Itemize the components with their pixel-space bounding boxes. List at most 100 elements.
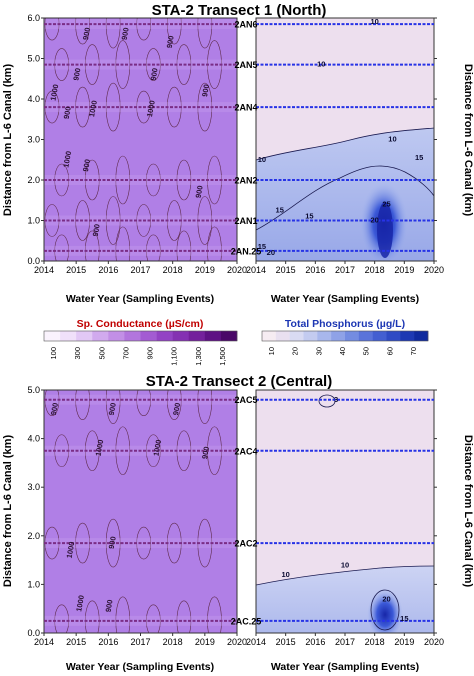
station-label: 2AC5 xyxy=(234,395,257,405)
colorbar-tick-label: 70 xyxy=(409,347,418,355)
contour-label: 20 xyxy=(382,594,390,603)
y-tick-label: 2.0 xyxy=(27,531,40,541)
contour-label: 1000 xyxy=(61,150,73,168)
x-tick-label: 2018 xyxy=(365,265,385,275)
spcond-contour-loop xyxy=(146,234,161,261)
x-tick-label: 2014 xyxy=(246,265,266,275)
x-tick-label: 2018 xyxy=(163,637,183,647)
x-tick-label: 2017 xyxy=(335,265,355,275)
y-tick-label: 4.0 xyxy=(27,434,40,444)
contour-label: 900 xyxy=(165,35,176,49)
y-tick-label: 0.0 xyxy=(27,628,40,638)
t2-right-ylabel: Distance from L-6 Canal (km) xyxy=(462,435,474,588)
colorbar-tick-label: 10 xyxy=(267,347,276,355)
contour-label: 3 xyxy=(334,395,338,404)
contour-label: 900 xyxy=(194,185,205,199)
contour-label: 15 xyxy=(276,205,284,214)
y-tick-label: 4.0 xyxy=(27,94,40,104)
contour-label: 15 xyxy=(305,211,313,220)
y-tick-label: 1.0 xyxy=(27,216,40,226)
colorbar-tick-label: 20 xyxy=(291,347,300,355)
contour-label: 900 xyxy=(71,67,82,81)
x-tick-label: 2015 xyxy=(66,265,86,275)
t1-tp-panel xyxy=(255,17,435,262)
colorbar-swatch xyxy=(331,331,346,341)
contour-label: 1000 xyxy=(94,439,106,457)
x-tick-label: 2020 xyxy=(227,265,247,275)
contour-label: 15 xyxy=(400,614,408,623)
x-tick-label: 2019 xyxy=(394,637,414,647)
x-tick-label: 2017 xyxy=(130,265,150,275)
y-tick-label: 2.0 xyxy=(27,175,40,185)
contour-label: 900 xyxy=(107,536,118,550)
x-tick-label: 2015 xyxy=(276,637,296,647)
station-label: 2AN.25 xyxy=(231,246,262,256)
transect1-title: STA-2 Transect 1 (North) xyxy=(152,2,327,19)
t2-spcond-panel xyxy=(43,389,238,634)
contour-label: 900 xyxy=(62,106,73,120)
y-tick-label: 6.0 xyxy=(27,13,40,23)
x-tick-label: 2014 xyxy=(34,265,54,275)
x-tick-label: 2019 xyxy=(394,265,414,275)
station-label: 2AC.25 xyxy=(231,616,262,626)
t2-tp-contour-10 xyxy=(256,565,434,586)
x-tick-label: 2018 xyxy=(163,265,183,275)
colorbar-swatch xyxy=(317,331,332,341)
t2-left-ylabel: Distance from L-6 Canal (km) xyxy=(2,435,14,588)
x-tick-label: 2016 xyxy=(98,637,118,647)
contour-label: 900 xyxy=(120,27,131,41)
colorbar-swatch xyxy=(156,331,173,341)
y-tick-label: 5.0 xyxy=(27,54,40,64)
x-tick-label: 2017 xyxy=(335,637,355,647)
t2-tp-contour-20 xyxy=(370,589,400,631)
colorbar-swatch xyxy=(358,331,373,341)
colorbar-swatch xyxy=(76,331,93,341)
colorbar-tick-label: 900 xyxy=(146,347,155,360)
colorbar-swatch xyxy=(124,331,141,341)
colorbar-swatch xyxy=(400,331,415,341)
colorbar-tick-label: 1,500 xyxy=(218,347,227,366)
station-label: 2AN5 xyxy=(234,60,257,70)
station-label: 2AN1 xyxy=(234,216,257,226)
colorbar-frame xyxy=(261,330,429,342)
colorbar-swatch xyxy=(172,331,190,341)
colorbar-swatch xyxy=(60,331,77,341)
contour-label: 10 xyxy=(370,17,378,26)
colorbar-swatch xyxy=(289,331,304,341)
contour-label: 900 xyxy=(91,223,102,237)
colorbar-swatch xyxy=(275,331,290,341)
spcond-contour-loop xyxy=(105,390,121,425)
colorbar-swatch xyxy=(108,331,125,341)
colorbar-tick-label: 500 xyxy=(97,347,106,360)
spcond-colorbar-title: Sp. Conductance (µS/cm) xyxy=(77,318,204,330)
x-tick-label: 2014 xyxy=(34,637,54,647)
t1-tp-contour-15 xyxy=(256,165,434,231)
t1-left-xlabel: Water Year (Sampling Events) xyxy=(66,293,214,305)
t1-spcond-panel xyxy=(43,17,238,262)
contour-label: 10 xyxy=(388,135,396,144)
colorbar-swatch xyxy=(204,331,222,341)
colorbar-tick-label: 300 xyxy=(73,347,82,360)
colorbar-tick-label: 60 xyxy=(385,347,394,355)
contour-label: 1000 xyxy=(151,439,163,457)
station-label: 2AN6 xyxy=(234,20,257,30)
contour-label: 10 xyxy=(258,155,266,164)
contour-label: 10 xyxy=(317,60,325,69)
transect2-title: STA-2 Transect 2 (Central) xyxy=(146,373,332,390)
x-tick-label: 2014 xyxy=(246,637,266,647)
x-tick-label: 2016 xyxy=(305,265,325,275)
x-tick-label: 2016 xyxy=(98,265,118,275)
colorbar-tick-label: 700 xyxy=(121,347,130,360)
x-tick-label: 2016 xyxy=(305,637,325,647)
contour-label: 15 xyxy=(415,153,423,162)
y-tick-label: 1.0 xyxy=(27,579,40,589)
x-tick-label: 2015 xyxy=(66,637,86,647)
station-label: 2AC2 xyxy=(234,539,257,549)
contour-label: 900 xyxy=(149,67,160,81)
colorbar-swatch xyxy=(386,331,401,341)
colorbar-tick-label: 50 xyxy=(362,347,371,355)
contour-label: 900 xyxy=(107,402,118,416)
colorbar-swatch xyxy=(140,331,157,341)
colorbar-swatch xyxy=(188,331,206,341)
spcond-contour-loop xyxy=(146,163,161,197)
